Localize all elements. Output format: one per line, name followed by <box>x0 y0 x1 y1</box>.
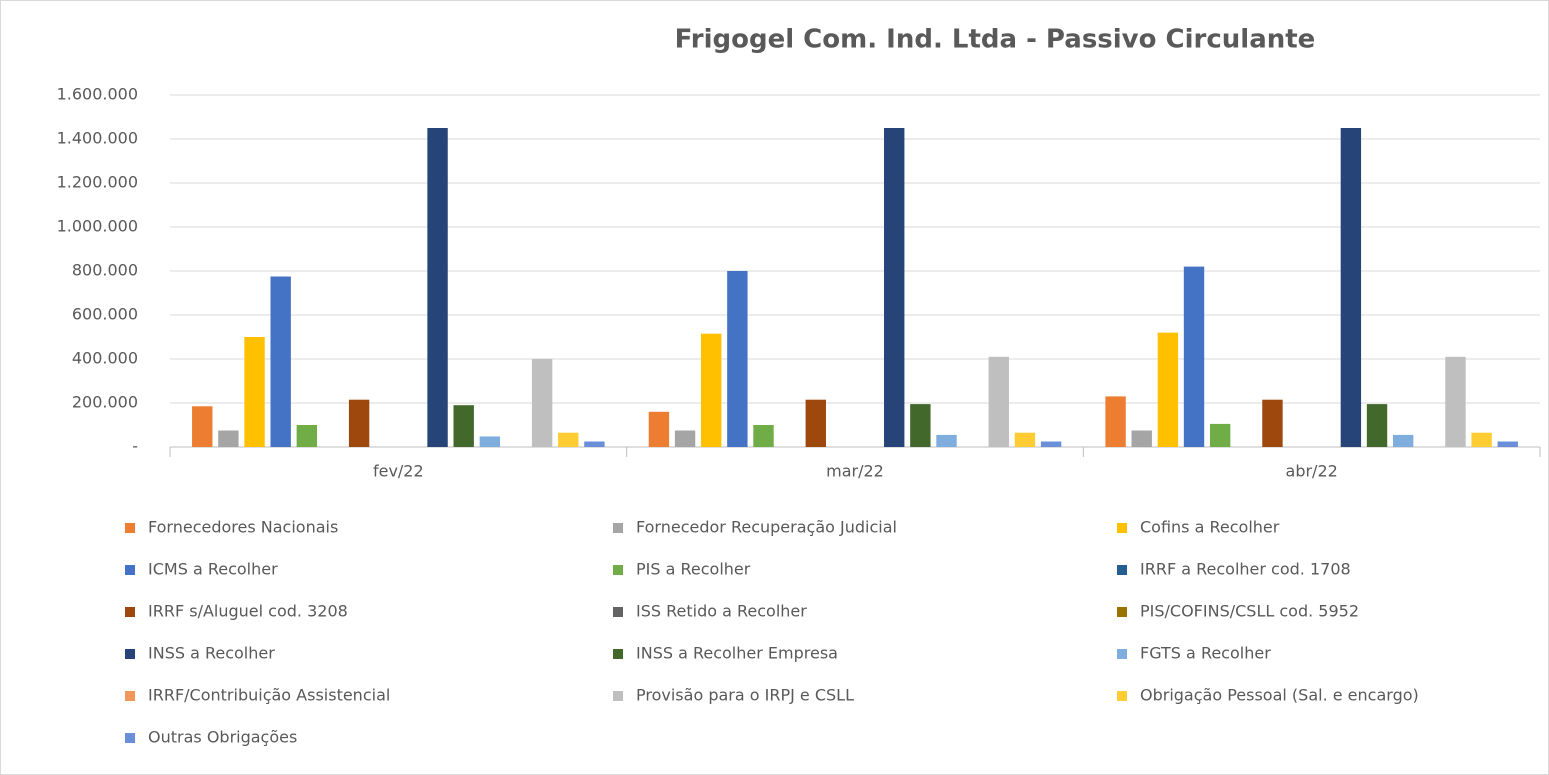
y-tick-label: 1.200.000 <box>57 173 138 192</box>
bar <box>192 406 213 447</box>
legend-label: FGTS a Recolher <box>1140 644 1271 663</box>
legend-label: Fornecedores Nacionais <box>148 518 338 537</box>
bar <box>558 432 579 447</box>
legend-label: INSS a Recolher Empresa <box>636 644 838 663</box>
bar <box>270 276 291 447</box>
bar <box>1040 441 1062 447</box>
legend-label: IRRF a Recolher cod. 1708 <box>1140 560 1351 579</box>
legend-swatch <box>1117 523 1127 533</box>
legend-swatch <box>125 523 135 533</box>
y-tick-label: 1.000.000 <box>57 217 138 236</box>
y-tick-label: 400.000 <box>72 349 138 368</box>
legend-swatch <box>125 733 135 743</box>
legend-swatch <box>125 607 135 617</box>
bar <box>674 430 696 447</box>
bar <box>1131 430 1152 447</box>
bar <box>884 128 905 447</box>
bar <box>1209 423 1231 447</box>
legend-swatch <box>1117 565 1127 575</box>
bar <box>1183 266 1205 447</box>
legend-label: ICMS a Recolher <box>148 560 278 579</box>
legend-label: Provisão para o IRPJ e CSLL <box>636 686 854 705</box>
legend-label: Cofins a Recolher <box>1140 518 1280 537</box>
bar <box>1471 432 1492 447</box>
y-tick-label: 600.000 <box>72 305 138 324</box>
chart-title: Frigogel Com. Ind. Ltda - Passivo Circul… <box>675 25 1316 55</box>
bar <box>479 436 501 447</box>
bar <box>218 430 239 447</box>
x-tick-label: fev/22 <box>373 462 424 481</box>
bar <box>244 337 265 447</box>
bar <box>296 425 318 447</box>
bar <box>1392 434 1414 447</box>
y-tick-label: 1.600.000 <box>57 85 138 104</box>
legend-label: INSS a Recolher <box>148 644 275 663</box>
legend-swatch <box>125 565 135 575</box>
bar <box>1157 332 1179 447</box>
legend-label: ISS Retido a Recolher <box>636 602 807 621</box>
legend-swatch <box>613 523 623 533</box>
bar <box>1014 432 1036 447</box>
bar <box>427 128 448 447</box>
bar <box>1340 128 1362 447</box>
y-tick-label: 1.400.000 <box>57 129 138 148</box>
legend-swatch <box>1117 649 1127 659</box>
bar <box>348 399 370 447</box>
x-tick-label: mar/22 <box>826 462 884 481</box>
legend-label: PIS a Recolher <box>636 560 751 579</box>
legend-swatch <box>613 691 623 701</box>
legend-swatch <box>613 649 623 659</box>
legend-label: IRRF/Contribuição Assistencial <box>148 686 390 705</box>
bar <box>1262 399 1283 447</box>
legend-label: Obrigação Pessoal (Sal. e encargo) <box>1140 686 1419 705</box>
bar <box>648 411 670 447</box>
legend-swatch <box>125 649 135 659</box>
bar <box>453 405 474 447</box>
legend-swatch <box>1117 691 1127 701</box>
y-tick-label: 800.000 <box>72 261 138 280</box>
legend-swatch <box>1117 607 1127 617</box>
bar <box>753 425 774 447</box>
legend-label: Fornecedor Recuperação Judicial <box>636 518 897 537</box>
x-tick-label: abr/22 <box>1286 462 1338 481</box>
legend-label: IRRF s/Aluguel cod. 3208 <box>148 602 348 621</box>
legend-swatch <box>125 691 135 701</box>
bar <box>936 434 957 447</box>
legend-label: Outras Obrigações <box>148 728 297 747</box>
bar <box>584 441 605 447</box>
legend-swatch <box>613 607 623 617</box>
bar <box>1366 404 1388 447</box>
bar <box>727 271 748 447</box>
y-tick-label: - <box>132 437 138 456</box>
bar <box>910 404 931 447</box>
bar <box>805 399 826 447</box>
legend-label: PIS/COFINS/CSLL cod. 5952 <box>1140 602 1359 621</box>
bar <box>1105 396 1126 447</box>
bar <box>1497 441 1518 447</box>
y-tick-label: 200.000 <box>72 393 138 412</box>
bar <box>1445 356 1466 447</box>
bar <box>531 359 553 447</box>
bar <box>988 356 1009 447</box>
bar <box>701 333 722 447</box>
legend-swatch <box>613 565 623 575</box>
